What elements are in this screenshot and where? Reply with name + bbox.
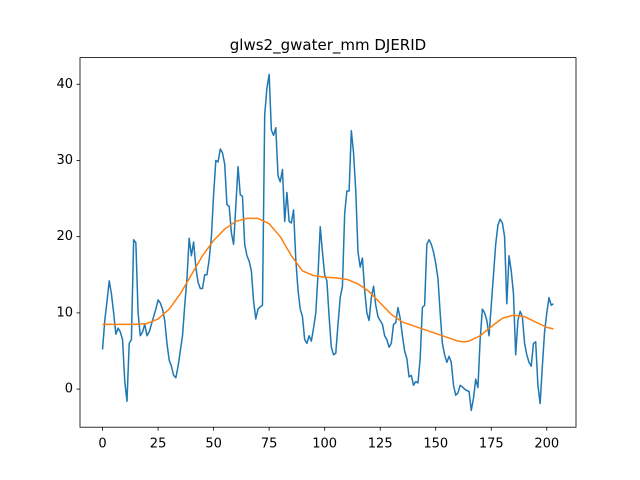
y-tick-label: 0 (65, 382, 73, 397)
x-tick-label: 75 (261, 437, 278, 452)
chart-title: glws2_gwater_mm DJERID (230, 36, 426, 55)
y-tick-label: 10 (56, 305, 73, 320)
x-tick-label: 200 (534, 437, 559, 452)
x-tick-label: 25 (150, 437, 167, 452)
y-tick-label: 40 (56, 77, 73, 92)
x-tick-label: 175 (479, 437, 504, 452)
plot-frame (79, 57, 577, 428)
x-tick-label: 150 (423, 437, 448, 452)
y-tick-label: 20 (56, 229, 73, 244)
x-tick-label: 50 (205, 437, 222, 452)
x-tick-label: 125 (368, 437, 393, 452)
x-tick-label: 100 (312, 437, 337, 452)
data-line (102, 217, 554, 343)
x-tick-label: 0 (98, 437, 106, 452)
data-line (101, 73, 554, 412)
y-tick-label: 30 (56, 153, 73, 168)
